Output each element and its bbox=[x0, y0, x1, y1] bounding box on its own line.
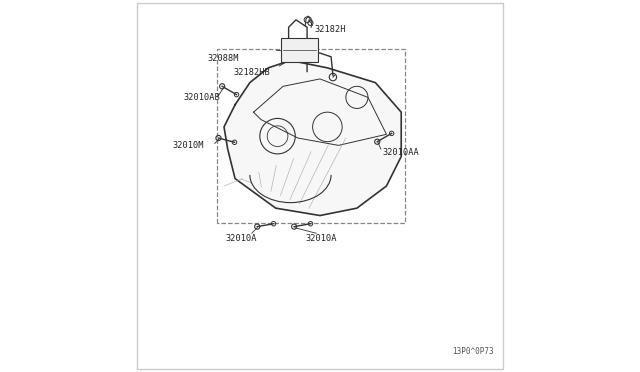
Text: 32088M: 32088M bbox=[207, 54, 239, 63]
Text: 32010A: 32010A bbox=[226, 234, 257, 243]
Text: 13P0^0P73: 13P0^0P73 bbox=[452, 347, 493, 356]
FancyBboxPatch shape bbox=[281, 38, 318, 62]
Text: 32010AB: 32010AB bbox=[184, 93, 220, 102]
Text: 32010M: 32010M bbox=[172, 141, 204, 150]
Polygon shape bbox=[224, 61, 401, 215]
Text: 32010AA: 32010AA bbox=[382, 148, 419, 157]
Text: 32010A: 32010A bbox=[305, 234, 337, 243]
Text: 32182HB: 32182HB bbox=[233, 68, 270, 77]
Text: 32182H: 32182H bbox=[315, 25, 346, 34]
